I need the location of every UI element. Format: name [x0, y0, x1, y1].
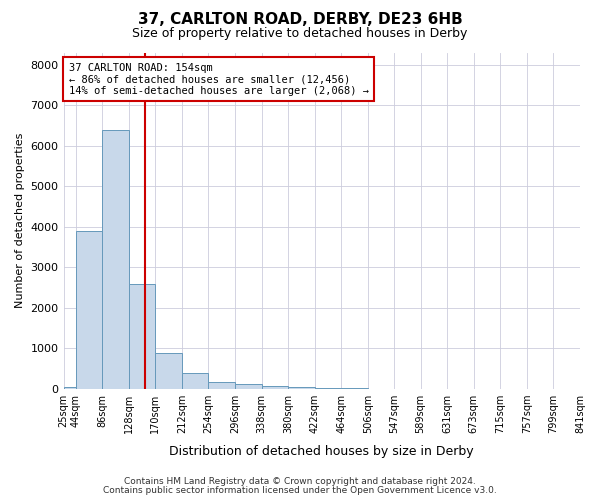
Bar — [235, 384, 262, 389]
Bar — [315, 388, 341, 389]
Bar — [262, 386, 288, 389]
Bar — [182, 373, 208, 389]
X-axis label: Distribution of detached houses by size in Derby: Distribution of detached houses by size … — [169, 444, 474, 458]
Bar — [208, 382, 235, 389]
Text: Size of property relative to detached houses in Derby: Size of property relative to detached ho… — [133, 28, 467, 40]
Text: Contains HM Land Registry data © Crown copyright and database right 2024.: Contains HM Land Registry data © Crown c… — [124, 477, 476, 486]
Bar — [129, 284, 155, 389]
Bar — [76, 231, 102, 389]
Text: 37 CARLTON ROAD: 154sqm
← 86% of detached houses are smaller (12,456)
14% of sem: 37 CARLTON ROAD: 154sqm ← 86% of detache… — [69, 62, 369, 96]
Bar — [102, 130, 129, 389]
Bar — [64, 387, 76, 389]
Text: 37, CARLTON ROAD, DERBY, DE23 6HB: 37, CARLTON ROAD, DERBY, DE23 6HB — [137, 12, 463, 28]
Y-axis label: Number of detached properties: Number of detached properties — [15, 133, 25, 308]
Bar — [155, 352, 182, 389]
Bar — [341, 388, 368, 389]
Bar — [288, 387, 315, 389]
Text: Contains public sector information licensed under the Open Government Licence v3: Contains public sector information licen… — [103, 486, 497, 495]
